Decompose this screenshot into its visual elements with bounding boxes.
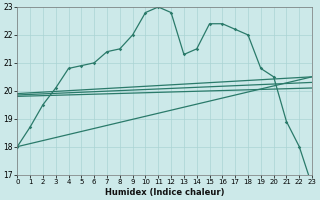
X-axis label: Humidex (Indice chaleur): Humidex (Indice chaleur) (105, 188, 224, 197)
